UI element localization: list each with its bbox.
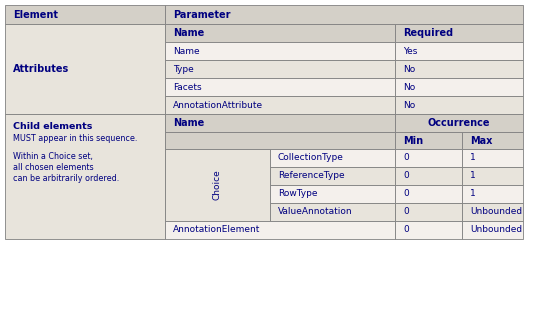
Bar <box>462 203 523 221</box>
Text: 1: 1 <box>470 154 476 162</box>
Text: 0: 0 <box>403 208 409 217</box>
Text: No: No <box>403 65 415 73</box>
Bar <box>165 60 395 78</box>
Text: 0: 0 <box>403 171 409 181</box>
Text: Name: Name <box>173 46 200 56</box>
Bar <box>270 185 395 203</box>
Text: Occurrence: Occurrence <box>428 118 490 128</box>
Text: Attributes: Attributes <box>13 64 69 74</box>
Bar <box>462 185 523 203</box>
Text: Element: Element <box>13 10 58 19</box>
Text: Yes: Yes <box>403 46 417 56</box>
Bar <box>165 221 395 239</box>
Bar <box>395 114 523 132</box>
Bar <box>165 24 395 42</box>
Bar <box>270 203 395 221</box>
Text: Name: Name <box>173 118 204 128</box>
Text: Child elements: Child elements <box>13 122 92 131</box>
Text: ReferenceType: ReferenceType <box>278 171 345 181</box>
Bar <box>395 221 462 239</box>
Text: Required: Required <box>403 28 453 38</box>
Bar <box>270 167 395 185</box>
Text: AnnotationAttribute: AnnotationAttribute <box>173 100 263 109</box>
Text: No: No <box>403 82 415 92</box>
Bar <box>165 149 270 221</box>
Text: 1: 1 <box>470 190 476 198</box>
Bar <box>5 114 165 239</box>
Bar <box>395 185 462 203</box>
Bar <box>270 149 395 167</box>
Bar <box>165 132 395 149</box>
Text: Facets: Facets <box>173 82 201 92</box>
Bar <box>462 221 523 239</box>
Text: Unbounded: Unbounded <box>470 208 522 217</box>
Text: ValueAnnotation: ValueAnnotation <box>278 208 353 217</box>
Bar <box>395 96 523 114</box>
Text: Unbounded: Unbounded <box>470 225 522 234</box>
Bar <box>165 96 395 114</box>
Text: MUST appear in this sequence.: MUST appear in this sequence. <box>13 134 138 143</box>
Bar <box>395 60 523 78</box>
Bar <box>165 42 395 60</box>
Bar <box>395 167 462 185</box>
Bar <box>395 149 462 167</box>
Text: Min: Min <box>403 135 423 146</box>
Text: No: No <box>403 100 415 109</box>
Text: Type: Type <box>173 65 194 73</box>
Text: Parameter: Parameter <box>173 10 230 19</box>
Text: all chosen elements: all chosen elements <box>13 163 94 172</box>
Text: Choice: Choice <box>213 169 222 200</box>
Text: 1: 1 <box>470 171 476 181</box>
Bar <box>462 149 523 167</box>
Text: Name: Name <box>173 28 204 38</box>
Text: 0: 0 <box>403 225 409 234</box>
Text: AnnotationElement: AnnotationElement <box>173 225 261 234</box>
Bar <box>395 203 462 221</box>
Text: RowType: RowType <box>278 190 318 198</box>
Bar <box>165 114 395 132</box>
Bar <box>395 132 462 149</box>
Bar <box>165 5 523 24</box>
Bar <box>5 5 165 24</box>
Text: Max: Max <box>470 135 492 146</box>
Bar <box>165 78 395 96</box>
Bar <box>395 24 523 42</box>
Text: 0: 0 <box>403 190 409 198</box>
Bar <box>395 78 523 96</box>
Text: CollectionType: CollectionType <box>278 154 344 162</box>
Text: 0: 0 <box>403 154 409 162</box>
Text: can be arbitrarily ordered.: can be arbitrarily ordered. <box>13 174 119 183</box>
Text: Within a Choice set,: Within a Choice set, <box>13 152 93 161</box>
Bar <box>462 132 523 149</box>
Bar <box>5 24 165 114</box>
Bar <box>395 42 523 60</box>
Bar <box>462 167 523 185</box>
